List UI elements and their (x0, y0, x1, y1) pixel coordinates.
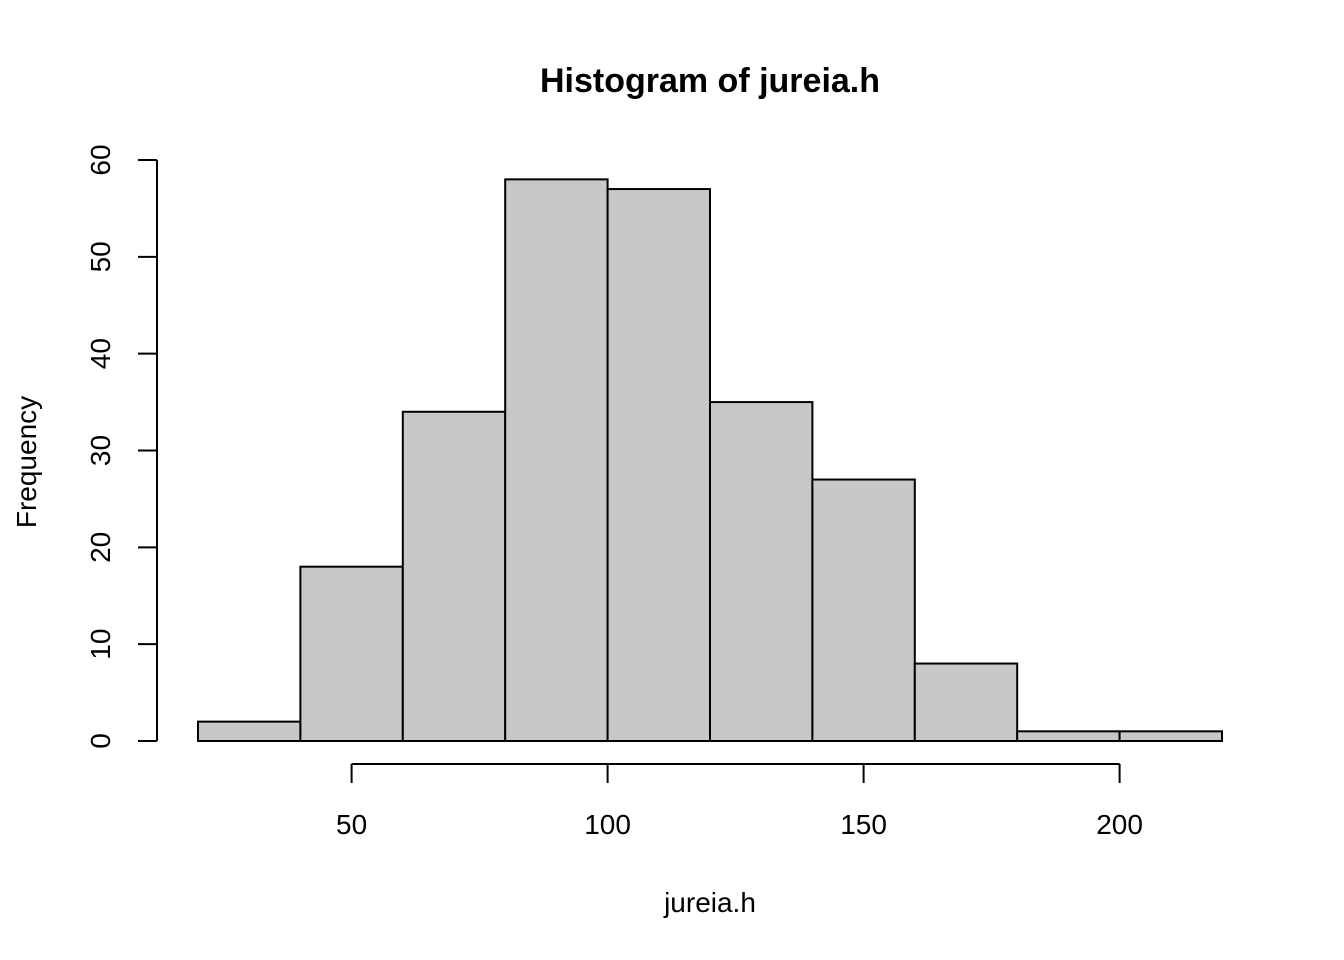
histogram-bar-4 (606, 188, 711, 743)
bars-group (197, 178, 1223, 743)
x-tick-label-3: 200 (1096, 809, 1143, 840)
y-tick-label-5: 50 (85, 241, 116, 272)
histogram-bar-9 (1118, 730, 1223, 742)
histogram-bar-2 (401, 410, 507, 742)
x-axis: 50 100 150 200 (336, 763, 1143, 840)
y-axis: 0 10 20 30 40 50 60 (85, 144, 158, 749)
histogram-bar-7 (913, 662, 1019, 742)
y-tick-label-3: 30 (85, 435, 116, 466)
y-tick-label-4: 40 (85, 338, 116, 369)
histogram-bar-5 (709, 401, 814, 742)
histogram-bar-3 (504, 178, 609, 743)
histogram-bar-8 (1016, 730, 1121, 742)
y-tick-label-1: 10 (85, 629, 116, 660)
chart-title: Histogram of jureia.h (540, 62, 880, 100)
y-tick-label-6: 60 (85, 144, 116, 175)
histogram-bar-1 (299, 565, 404, 743)
y-tick-label-2: 20 (85, 532, 116, 563)
x-tick-label-1: 100 (584, 809, 631, 840)
y-axis-label: Frequency (11, 396, 42, 528)
histogram-bar-6 (811, 478, 916, 742)
y-tick-label-0: 0 (85, 733, 116, 749)
x-axis-label: jureia.h (663, 887, 756, 918)
x-tick-label-2: 150 (840, 809, 887, 840)
histogram-bar-0 (197, 720, 302, 743)
x-tick-label-0: 50 (336, 809, 367, 840)
